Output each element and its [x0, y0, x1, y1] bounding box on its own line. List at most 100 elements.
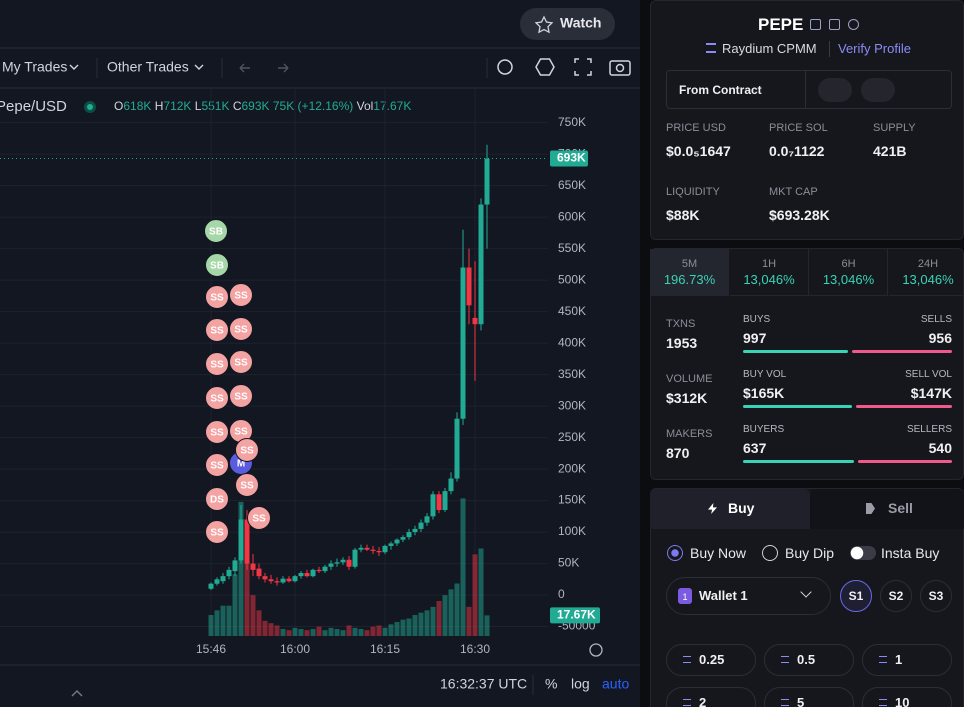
log-toggle[interactable]: log	[571, 676, 590, 692]
indicator-icon[interactable]	[497, 59, 513, 75]
sol-icon	[879, 656, 887, 663]
candle-body	[388, 543, 394, 546]
volume-bar	[244, 533, 250, 636]
candle-body	[262, 576, 268, 580]
volume-bar	[238, 501, 244, 636]
candle-body	[376, 550, 382, 553]
radio[interactable]	[667, 545, 683, 561]
legend-value: 551K	[201, 99, 229, 113]
trade-marker	[235, 473, 259, 497]
slot-button[interactable]: S2	[880, 580, 912, 612]
amount-button[interactable]	[764, 687, 854, 707]
last-volume-label: 17.67K	[557, 608, 596, 622]
trade-marker	[229, 384, 253, 408]
right-label: SELLERS	[906, 424, 952, 435]
period-value: 13,046%	[743, 272, 795, 287]
volume-bar	[448, 589, 454, 636]
right-value: $147K	[910, 385, 952, 401]
buy-ratio-bar	[743, 460, 855, 463]
token-icon[interactable]	[848, 19, 859, 30]
axis-settings[interactable]	[589, 643, 603, 657]
amount-label: 5	[797, 695, 805, 707]
from-contract[interactable]: From Contract	[679, 83, 762, 97]
trade-marker-label: SS	[210, 360, 224, 371]
volume-bar	[262, 620, 268, 636]
redo-icon[interactable]	[278, 63, 289, 73]
period-tab[interactable]	[729, 249, 809, 296]
y-tick-label: 450K	[558, 304, 586, 318]
stat-label: PRICE USD	[666, 122, 726, 134]
camera-icon[interactable]	[609, 60, 631, 76]
candle-body	[310, 569, 316, 577]
activity-total: 1953	[666, 335, 698, 351]
trade-marker-label: SS	[210, 394, 224, 405]
amount-button[interactable]	[764, 644, 854, 676]
candle-body	[274, 581, 280, 583]
slot-button[interactable]: S1	[840, 580, 872, 612]
volume-bar	[418, 612, 424, 636]
candle-body	[406, 532, 412, 538]
settings-icon[interactable]	[535, 58, 555, 76]
token-icon[interactable]	[810, 19, 821, 30]
candle-body	[358, 547, 364, 550]
sell-ratio-bar	[851, 350, 952, 353]
toggle[interactable]	[850, 546, 876, 560]
y-tick-label: 400K	[558, 335, 586, 349]
collapse-icon[interactable]	[71, 690, 83, 697]
volume-bar	[388, 624, 394, 636]
trade-marker	[205, 253, 229, 277]
volume-bar	[466, 606, 472, 636]
chevron	[69, 64, 79, 70]
link-icon[interactable]	[861, 78, 895, 102]
trade-marker-label: SS	[234, 358, 248, 369]
volume-bar	[484, 615, 490, 636]
volume-bar	[430, 606, 436, 636]
amount-button[interactable]	[666, 687, 756, 707]
period-tab[interactable]	[888, 249, 964, 296]
volume-bar	[298, 629, 304, 636]
y-tick-label: 250K	[558, 430, 586, 444]
candle-body	[220, 576, 226, 582]
candle-body	[370, 549, 376, 551]
slot-button[interactable]: S3	[920, 580, 952, 612]
volume-bar	[286, 630, 292, 636]
fullscreen-icon[interactable]	[574, 58, 592, 76]
my-trades[interactable]: My Trades	[2, 59, 67, 75]
trade-marker-label: SS	[234, 291, 248, 302]
y-tick-label: 0	[558, 587, 565, 601]
activity-total: 870	[666, 445, 690, 461]
undo-icon[interactable]	[239, 63, 250, 73]
sell-ratio-bar	[855, 405, 952, 408]
trade-tab[interactable]	[650, 489, 810, 529]
token-icon[interactable]	[829, 19, 840, 30]
amount-button[interactable]	[666, 644, 756, 676]
sol-icon	[781, 656, 789, 663]
volume-bar	[274, 625, 280, 636]
period-tab[interactable]	[809, 249, 888, 296]
radio[interactable]	[762, 545, 778, 561]
stat-value: 0.0₇1122	[769, 143, 825, 159]
x-tick-label: 16:30	[460, 642, 490, 656]
volume-bar	[250, 595, 256, 636]
candle-body	[424, 516, 430, 523]
buy-ratio-bar	[743, 405, 852, 408]
auto-toggle[interactable]: auto	[602, 676, 629, 692]
trade-marker	[205, 318, 229, 342]
wallet-select[interactable]	[666, 577, 831, 615]
watch-button[interactable]	[520, 8, 615, 40]
volume-bar	[412, 615, 418, 636]
activity-total: $312K	[666, 390, 708, 406]
amount-button[interactable]	[862, 644, 952, 676]
percent-toggle[interactable]: %	[545, 676, 557, 692]
candle-body	[304, 573, 310, 577]
trade-tab[interactable]	[810, 489, 964, 529]
stat-value: $0.0₅1647	[666, 143, 731, 159]
trade-tab-icon	[708, 503, 717, 514]
candle-body	[460, 267, 466, 419]
period-tab[interactable]	[650, 249, 729, 296]
other-trades[interactable]: Other Trades	[107, 59, 189, 75]
period-value: 13,046%	[822, 272, 875, 287]
verify-link[interactable]: Verify Profile	[838, 41, 911, 56]
link-icon[interactable]	[818, 78, 852, 102]
trade-marker-label: SS	[240, 446, 254, 457]
